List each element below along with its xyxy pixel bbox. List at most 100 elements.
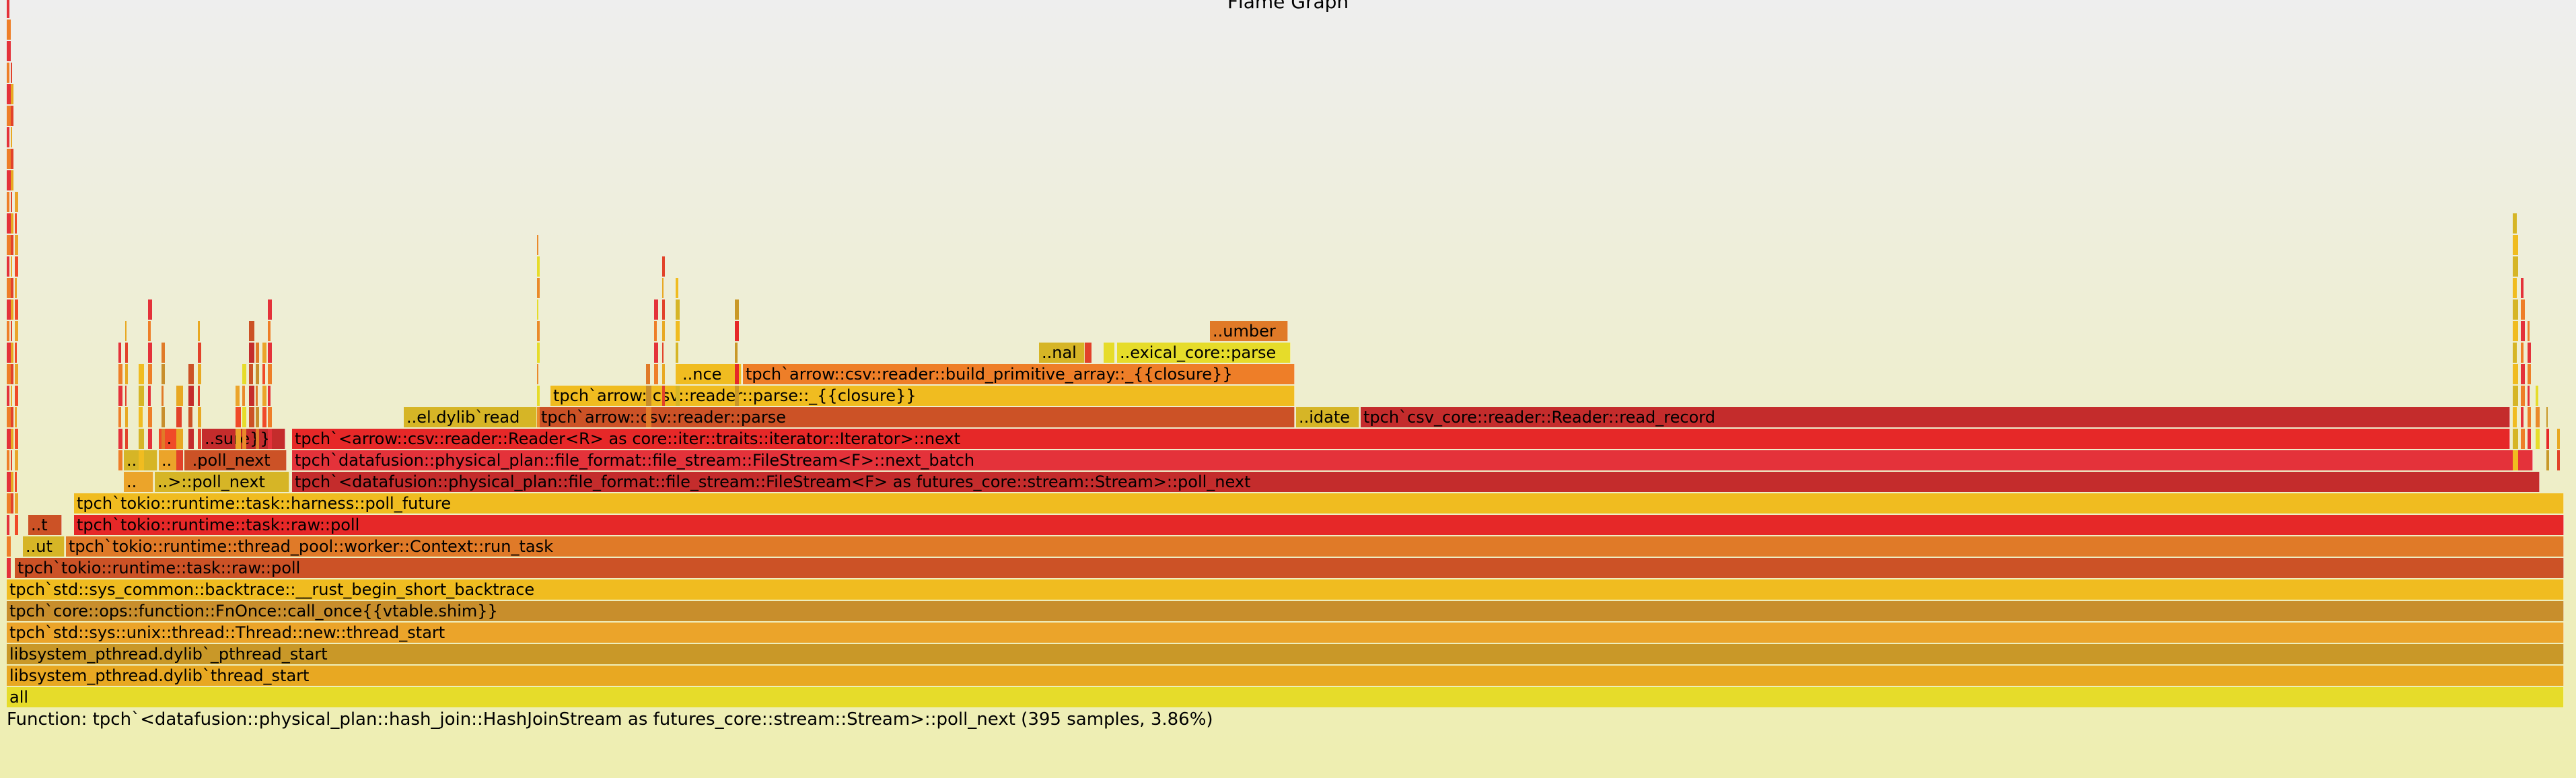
thin-frame[interactable] [676,364,680,384]
thin-frame[interactable] [249,321,254,341]
thin-frame[interactable] [139,386,144,406]
thin-frame[interactable] [7,192,9,212]
thin-frame[interactable] [2536,429,2540,449]
thin-frame[interactable] [262,343,266,363]
thin-frame[interactable] [662,386,665,406]
thin-frame[interactable] [2528,343,2531,363]
thin-frame[interactable] [125,343,128,363]
thin-frame[interactable] [735,299,739,320]
thin-frame[interactable] [676,343,678,363]
frame-ut[interactable]: ..ut [23,536,65,557]
thin-frame[interactable] [676,321,680,341]
thin-frame[interactable] [2536,407,2540,427]
thin-frame[interactable] [15,472,17,492]
thin-frame[interactable] [537,343,540,363]
thin-frame[interactable] [268,299,272,320]
thin-frame[interactable] [537,321,540,341]
thin-frame[interactable] [15,192,18,212]
thin-frame[interactable] [7,0,9,18]
thin-frame[interactable] [176,450,183,470]
frame-csv-reader-next[interactable]: tpch`<arrow::csv::reader::Reader<R> as c… [292,429,2510,449]
thin-frame[interactable] [2546,450,2549,470]
thin-frame[interactable] [188,429,194,449]
thin-frame[interactable] [139,450,144,470]
thin-frame[interactable] [162,343,165,363]
thin-frame[interactable] [7,321,9,341]
thin-frame[interactable] [125,364,128,384]
thin-frame[interactable] [7,493,11,514]
thin-frame[interactable] [7,343,11,363]
thin-frame[interactable] [7,364,11,384]
thin-frame[interactable] [2521,278,2524,298]
thin-frame[interactable] [15,364,18,384]
thin-frame[interactable] [2513,364,2518,384]
thin-frame[interactable] [256,429,259,449]
thin-frame[interactable] [198,407,201,427]
thin-frame[interactable] [537,364,538,384]
thin-frame[interactable] [162,429,165,449]
thin-frame[interactable] [646,364,650,384]
thin-frame[interactable] [2528,386,2530,406]
thin-frame[interactable] [11,256,12,277]
thin-frame[interactable] [646,386,651,406]
thin-frame[interactable] [148,386,151,406]
thin-frame[interactable] [7,84,11,104]
thin-frame[interactable] [7,450,9,470]
thin-frame[interactable] [2546,429,2549,449]
thin-frame[interactable] [2557,429,2560,449]
thin-frame[interactable] [7,407,11,427]
thin-frame[interactable] [118,450,122,470]
thin-frame[interactable] [15,299,18,320]
thin-frame[interactable] [7,213,11,234]
thin-frame[interactable] [256,364,259,384]
thin-frame[interactable] [118,386,122,406]
thin-frame[interactable] [139,407,143,427]
thin-frame[interactable] [256,343,259,363]
thin-frame[interactable] [7,20,11,40]
thin-frame[interactable] [256,407,259,427]
thin-frame[interactable] [268,429,272,449]
thin-frame[interactable] [7,63,9,83]
thin-frame[interactable] [11,278,13,298]
thin-frame[interactable] [1104,343,1114,363]
thin-frame[interactable] [662,321,665,341]
thin-frame[interactable] [7,386,9,406]
thin-frame[interactable] [7,515,9,535]
thin-frame[interactable] [2521,364,2525,384]
thin-frame[interactable] [662,299,665,320]
thin-frame[interactable] [2521,343,2524,363]
thin-frame[interactable] [268,364,272,384]
thin-frame[interactable] [537,407,540,427]
thin-frame[interactable] [262,364,265,384]
thin-frame[interactable] [654,321,657,341]
thin-frame[interactable] [2557,450,2560,470]
frame-validate[interactable]: ..idate [1296,407,1359,427]
thin-frame[interactable] [188,407,192,427]
thin-frame[interactable] [139,429,144,449]
frame-filestream-next-batch[interactable]: tpch`datafusion::physical_plan::file_for… [292,450,2533,470]
thin-frame[interactable] [148,364,152,384]
thin-frame[interactable] [188,450,194,470]
thin-frame[interactable] [139,364,144,384]
thin-frame[interactable] [11,235,13,255]
frame-lexical-core-parse[interactable]: ..exical_core::parse [1117,343,1291,363]
thin-frame[interactable] [2528,407,2531,427]
thin-frame[interactable] [242,407,246,427]
thin-frame[interactable] [676,299,680,320]
thin-frame[interactable] [2513,278,2517,298]
thin-frame[interactable] [176,386,183,406]
thin-frame[interactable] [15,278,17,298]
frame-filestream-poll-next[interactable]: tpch`<datafusion::physical_plan::file_fo… [292,472,2540,492]
thin-frame[interactable] [7,472,11,492]
thin-frame[interactable] [118,429,122,449]
thin-frame[interactable] [11,192,12,212]
thin-frame[interactable] [15,493,18,514]
thin-frame[interactable] [662,343,664,363]
frame-worker-run-task[interactable]: tpch`tokio::runtime::thread_pool::worker… [66,536,2564,557]
thin-frame[interactable] [118,407,121,427]
thin-frame[interactable] [2513,407,2517,427]
thin-frame[interactable] [125,429,128,449]
thin-frame[interactable] [176,407,182,427]
thin-frame[interactable] [162,364,165,384]
thin-frame[interactable] [662,278,664,298]
